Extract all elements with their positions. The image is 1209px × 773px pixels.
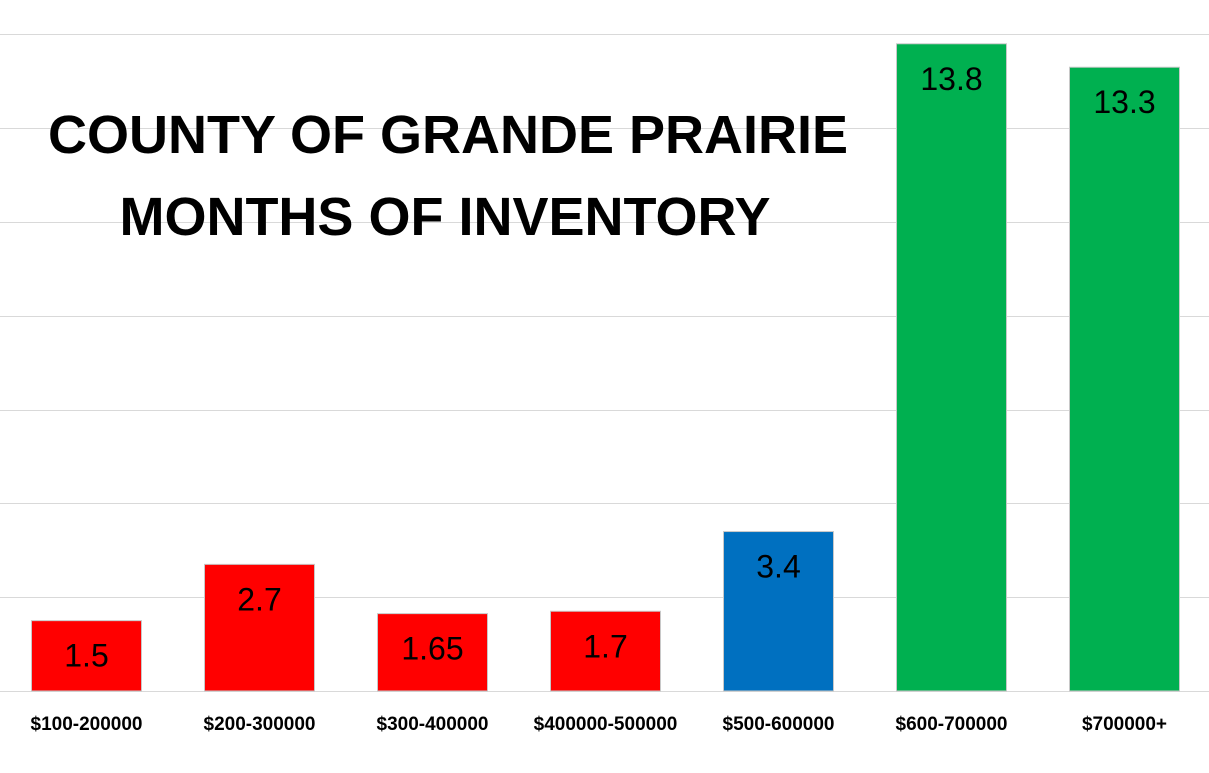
chart-title-line-2: MONTHS OF INVENTORY bbox=[119, 187, 770, 247]
bar-5 bbox=[896, 43, 1007, 692]
data-label-4: 3.4 bbox=[756, 549, 800, 585]
data-label-6: 13.3 bbox=[1093, 84, 1155, 120]
category-label-4: $500-600000 bbox=[723, 714, 835, 735]
bar-1 bbox=[204, 563, 315, 692]
bar-6 bbox=[1069, 66, 1180, 692]
data-label-3: 1.7 bbox=[583, 628, 627, 664]
chart-title-line-1: COUNTY OF GRANDE PRAIRIE bbox=[48, 105, 848, 165]
bar-3 bbox=[550, 610, 661, 692]
bar-2 bbox=[377, 613, 488, 692]
category-label-6: $700000+ bbox=[1082, 714, 1167, 735]
gridlines bbox=[0, 34, 1209, 692]
data-label-2: 1.65 bbox=[401, 631, 463, 667]
category-label-1: $200-300000 bbox=[204, 714, 316, 735]
category-label-2: $300-400000 bbox=[377, 714, 489, 735]
bar-0 bbox=[31, 620, 142, 692]
data-label-0: 1.5 bbox=[64, 638, 108, 674]
data-label-1: 2.7 bbox=[237, 581, 281, 617]
data-label-5: 13.8 bbox=[920, 61, 982, 97]
bar-4 bbox=[723, 531, 834, 692]
category-labels: $100-200000 $200-300000 $300-400000 $400000… bbox=[31, 714, 1168, 735]
category-label-0: $100-200000 bbox=[31, 714, 143, 735]
category-label-3: $400000-500000 bbox=[534, 714, 678, 735]
bars bbox=[31, 43, 1180, 692]
data-labels: 1.5 2.7 1.65 1.7 3.4 13.8 13.3 bbox=[64, 61, 1155, 674]
category-label-5: $600-700000 bbox=[896, 714, 1008, 735]
